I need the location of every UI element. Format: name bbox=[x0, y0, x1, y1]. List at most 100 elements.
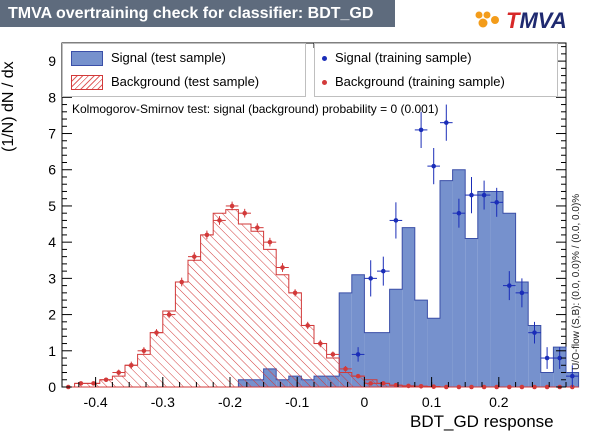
signal-test-bar bbox=[389, 289, 403, 387]
background-train-point bbox=[166, 312, 172, 317]
signal-test-bar bbox=[364, 332, 377, 387]
background-test-bar bbox=[188, 260, 201, 387]
signal-marker-icon bbox=[322, 56, 327, 61]
x-axis-label: BDT_GD response bbox=[410, 412, 554, 431]
background-train-point bbox=[192, 254, 197, 259]
signal-train-point bbox=[393, 218, 399, 223]
background-train-point bbox=[267, 239, 273, 245]
background-test-bar bbox=[112, 376, 125, 387]
signal-train-point bbox=[507, 283, 512, 288]
background-train-point bbox=[343, 366, 348, 372]
background-test-bar bbox=[288, 292, 302, 387]
background-train-point bbox=[418, 383, 424, 389]
background-test-bar bbox=[314, 343, 327, 387]
background-swatch bbox=[71, 75, 103, 90]
signal-test-bar bbox=[452, 169, 466, 387]
background-train-point bbox=[141, 348, 147, 354]
signal-test-bar bbox=[515, 281, 529, 387]
y-tick-label: 8 bbox=[48, 89, 56, 105]
background-train-point bbox=[292, 290, 298, 296]
background-train-point bbox=[519, 384, 525, 390]
signal-train-point bbox=[544, 355, 550, 361]
x-tick-label: -0.4 bbox=[84, 394, 108, 410]
background-test-bar bbox=[162, 310, 176, 387]
background-test-bar bbox=[276, 274, 289, 387]
y-tick-label: 5 bbox=[48, 198, 56, 214]
ks-test-text: Kolmogorov-Smirnov test: signal (backgro… bbox=[72, 102, 439, 116]
background-train-point bbox=[368, 381, 374, 386]
signal-train-point bbox=[494, 200, 500, 205]
y-tick-label: 0 bbox=[48, 379, 56, 395]
background-train-point bbox=[544, 384, 550, 390]
signal-train-point bbox=[456, 210, 462, 216]
background-test-bar bbox=[137, 354, 151, 387]
legend-train: Signal (training sample) Background (tra… bbox=[314, 43, 558, 97]
signal-test-bar bbox=[427, 318, 440, 387]
signal-train-point bbox=[570, 373, 575, 379]
background-test-bar bbox=[339, 372, 352, 387]
background-train-point bbox=[494, 384, 500, 390]
background-test-bar bbox=[251, 231, 264, 387]
background-train-point bbox=[444, 384, 449, 390]
background-test-bar bbox=[150, 332, 163, 387]
background-test-bar bbox=[175, 281, 188, 387]
y-tick-label: 9 bbox=[48, 53, 56, 69]
background-train-point bbox=[507, 384, 512, 390]
background-train-point bbox=[254, 225, 260, 230]
background-train-point bbox=[481, 384, 487, 390]
background-test-bar bbox=[301, 325, 314, 387]
signal-test-bar bbox=[465, 238, 478, 387]
background-test-bar bbox=[125, 365, 138, 387]
signal-test-bar bbox=[440, 180, 453, 387]
signal-train-point bbox=[381, 268, 386, 274]
signal-train-point bbox=[557, 355, 562, 361]
tmva-logo: TMVA bbox=[470, 6, 588, 34]
background-train-point bbox=[381, 381, 386, 386]
background-train-point bbox=[78, 381, 84, 386]
background-test-bar bbox=[238, 224, 251, 387]
background-train-point bbox=[154, 330, 159, 335]
background-test-bar bbox=[225, 209, 239, 387]
x-tick-label: 0 bbox=[361, 394, 369, 410]
background-train-point bbox=[229, 203, 235, 209]
background-train-point bbox=[280, 265, 285, 270]
background-train-point bbox=[129, 362, 134, 368]
signal-train-point bbox=[519, 290, 525, 296]
signal-test-bar bbox=[339, 292, 352, 387]
background-marker-icon bbox=[322, 80, 327, 85]
signal-train-point bbox=[444, 120, 449, 125]
signal-test-bar bbox=[414, 300, 428, 387]
signal-train-point bbox=[368, 276, 374, 281]
y-tick-label: 4 bbox=[48, 234, 56, 250]
y-axis-label: (1/N) dN / dx bbox=[0, 61, 17, 152]
background-train-point bbox=[469, 384, 474, 390]
background-train-point bbox=[217, 218, 222, 223]
background-train-point bbox=[393, 382, 399, 388]
background-train-point bbox=[532, 384, 537, 390]
y-tick-label: 2 bbox=[48, 307, 56, 323]
signal-test-bar bbox=[477, 191, 491, 387]
x-tick-label: -0.3 bbox=[151, 394, 175, 410]
signal-train-point bbox=[418, 127, 424, 133]
legend-entry-background-test: Background (test sample) bbox=[63, 71, 303, 93]
legend-entry-background-train: Background (training sample) bbox=[315, 71, 555, 93]
background-train-point bbox=[456, 384, 462, 390]
background-train-point bbox=[103, 377, 109, 383]
signal-test-bar bbox=[490, 191, 503, 387]
signal-train-point bbox=[481, 192, 487, 198]
signal-test-bar bbox=[402, 227, 415, 387]
legend-entry-signal-train: Signal (training sample) bbox=[315, 47, 555, 69]
background-train-point bbox=[116, 370, 121, 375]
x-tick-label: 0.2 bbox=[489, 394, 509, 410]
signal-test-bar bbox=[377, 332, 390, 387]
signal-train-point bbox=[469, 192, 474, 198]
legend-entry-signal-test: Signal (test sample) bbox=[63, 47, 303, 69]
logo-dots-icon bbox=[475, 11, 499, 28]
signal-train-point bbox=[431, 163, 437, 169]
signal-swatch bbox=[71, 51, 103, 66]
signal-test-bar bbox=[351, 274, 365, 387]
chart-title: TMVA overtraining check for classifier: … bbox=[0, 0, 395, 27]
y-tick-label: 1 bbox=[48, 343, 56, 359]
y-tick-label: 6 bbox=[48, 162, 56, 178]
